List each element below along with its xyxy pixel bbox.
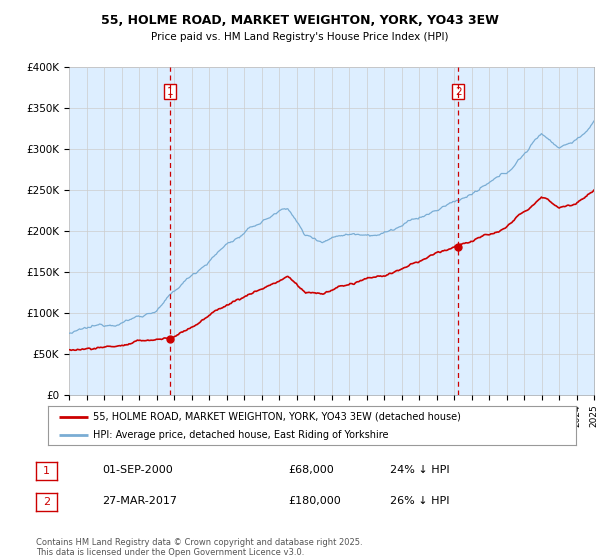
Text: 55, HOLME ROAD, MARKET WEIGHTON, YORK, YO43 3EW: 55, HOLME ROAD, MARKET WEIGHTON, YORK, Y… (101, 14, 499, 27)
Text: 01-SEP-2000: 01-SEP-2000 (102, 465, 173, 475)
Text: 1: 1 (43, 466, 50, 476)
Text: 27-MAR-2017: 27-MAR-2017 (102, 496, 177, 506)
Text: HPI: Average price, detached house, East Riding of Yorkshire: HPI: Average price, detached house, East… (93, 430, 388, 440)
Text: 2: 2 (455, 87, 461, 97)
Text: 55, HOLME ROAD, MARKET WEIGHTON, YORK, YO43 3EW (detached house): 55, HOLME ROAD, MARKET WEIGHTON, YORK, Y… (93, 412, 461, 422)
Text: 1: 1 (166, 87, 173, 97)
Text: Price paid vs. HM Land Registry's House Price Index (HPI): Price paid vs. HM Land Registry's House … (151, 32, 449, 42)
Text: Contains HM Land Registry data © Crown copyright and database right 2025.
This d: Contains HM Land Registry data © Crown c… (36, 538, 362, 557)
Text: £180,000: £180,000 (288, 496, 341, 506)
Text: 26% ↓ HPI: 26% ↓ HPI (390, 496, 449, 506)
Text: 2: 2 (43, 497, 50, 507)
Text: 24% ↓ HPI: 24% ↓ HPI (390, 465, 449, 475)
Text: £68,000: £68,000 (288, 465, 334, 475)
